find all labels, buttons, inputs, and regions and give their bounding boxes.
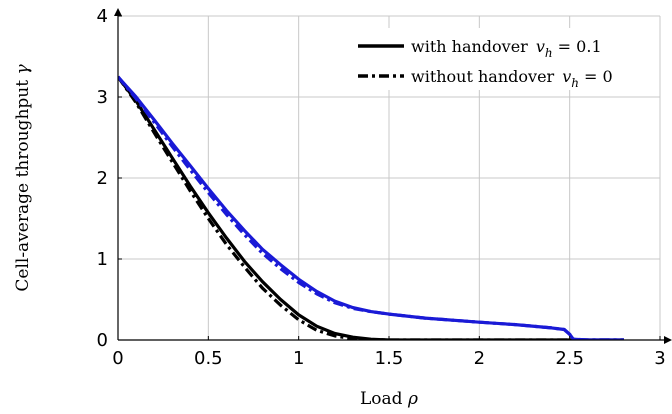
legend-entry-1: with handover vh = 0.1 <box>411 37 602 60</box>
series-line-black-solid <box>118 75 624 340</box>
x-tick-label: 3 <box>654 348 665 369</box>
legend-entry-2-text: without handover <box>411 67 555 86</box>
legend-entry-2-var: v <box>562 67 571 86</box>
x-axis-symbol: ρ <box>407 389 418 409</box>
x-tick-label: 2 <box>474 348 485 369</box>
y-axis-arrow <box>114 8 122 16</box>
tick-labels: 0 0.5 1 1.5 2 2.5 3 0 1 2 3 4 <box>97 6 666 369</box>
x-tick-label: 0.5 <box>194 348 223 369</box>
legend-entry-1-text: with handover <box>411 37 528 56</box>
series-line-blue-solid <box>118 75 624 340</box>
x-axis-title: Load ρ <box>360 389 418 409</box>
x-tick-label: 2.5 <box>555 348 584 369</box>
legend-box <box>350 28 648 90</box>
legend-entry-1-sub: h <box>545 46 553 60</box>
legend-entry-2: without handover vh = 0 <box>411 67 613 90</box>
legend-entry-2-rest: = 0 <box>579 67 613 86</box>
legend-entry-1-rest: = 0.1 <box>553 37 602 56</box>
x-tick-label: 0 <box>112 348 123 369</box>
legend-entry-2-sub: h <box>571 76 579 90</box>
y-axis-title: Cell-average throughput γ <box>13 64 33 292</box>
series-layer <box>118 75 624 340</box>
series-line-blue-dashdot <box>118 75 624 340</box>
y-axis-label: Cell-average throughput <box>13 80 33 292</box>
series-line-black-dashdot <box>118 75 624 340</box>
y-tick-label: 0 <box>97 330 108 351</box>
y-tick-label: 1 <box>97 249 108 270</box>
legend: with handover vh = 0.1 without handover vh… <box>350 28 648 90</box>
legend-entry-1-var: v <box>536 37 545 56</box>
y-axis-symbol: γ <box>13 64 33 75</box>
x-tick-label: 1.5 <box>375 348 404 369</box>
y-tick-label: 4 <box>97 6 108 27</box>
x-axis-arrow <box>664 336 672 344</box>
axes <box>114 8 672 344</box>
x-tick-label: 1 <box>293 348 304 369</box>
y-tick-label: 2 <box>97 168 108 189</box>
x-axis-label: Load <box>360 389 403 409</box>
y-tick-label: 3 <box>97 87 108 108</box>
